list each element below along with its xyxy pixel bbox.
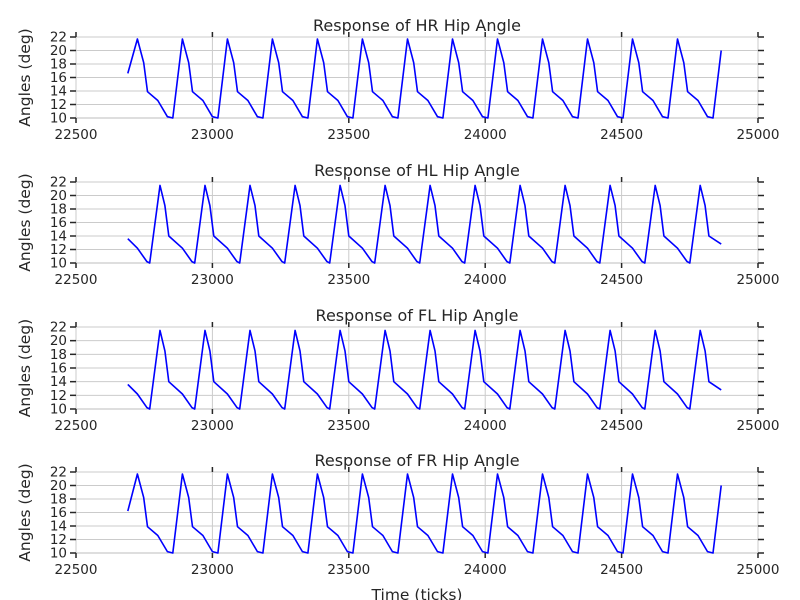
panel-2-ytick-label-0: 10 [50, 256, 67, 272]
panel-3-ytick-label-5: 20 [50, 333, 67, 349]
panel-1-xtick-label-3: 24000 [464, 127, 507, 143]
panel-4-ytick-label-2: 14 [50, 519, 67, 535]
panel-1-title: Response of HR Hip Angle [313, 16, 521, 35]
panel-1-ytick-label-0: 10 [50, 111, 67, 127]
panel-3-xtick-label-0: 22500 [55, 418, 98, 434]
panel-4-ytick-label-5: 20 [50, 478, 67, 494]
panel-1-ytick-label-5: 20 [50, 43, 67, 59]
panel-3-xtick-label-2: 23500 [327, 418, 370, 434]
panel-4-xlabel: Time (ticks) [371, 586, 463, 600]
panel-2-ytick-label-6: 22 [50, 175, 67, 191]
panel-3-ytick-label-1: 12 [50, 388, 67, 404]
panel-2-ytick-label-5: 20 [50, 188, 67, 204]
panel-2-title: Response of HL Hip Angle [314, 161, 520, 180]
panel-4-xtick-label-1: 23000 [191, 562, 234, 578]
panel-1-ytick-label-2: 14 [50, 84, 67, 100]
panel-3-ytick-label-4: 18 [50, 347, 67, 363]
panel-1-xtick-label-5: 25000 [737, 127, 780, 143]
panel-1-xtick-label-0: 22500 [55, 127, 98, 143]
panel-3-xtick-label-1: 23000 [191, 418, 234, 434]
panel-4-ytick-label-1: 12 [50, 532, 67, 548]
panel-4-series-line-0 [127, 473, 722, 554]
panel-4-xtick-label-5: 25000 [737, 562, 780, 578]
panel-4-title: Response of FR Hip Angle [314, 451, 519, 470]
panel-3-ytick-label-2: 14 [50, 374, 67, 390]
panel-3-series-line-0 [127, 329, 722, 410]
panel-3-ylabel: Angles (deg) [16, 319, 34, 417]
panel-2-ytick-label-3: 16 [50, 215, 67, 231]
panel-4-ylabel: Angles (deg) [16, 463, 34, 561]
panel-3-title: Response of FL Hip Angle [316, 306, 519, 325]
panel-1-ytick-label-3: 16 [50, 70, 67, 86]
panel-1-xtick-label-2: 23500 [327, 127, 370, 143]
panel-2-ytick-label-4: 18 [50, 202, 67, 218]
panel-2-xtick-label-0: 22500 [55, 272, 98, 288]
panel-4-ytick-label-3: 16 [50, 505, 67, 521]
panel-4-xtick-label-3: 24000 [464, 562, 507, 578]
panel-3-xtick-label-4: 24500 [600, 418, 643, 434]
panel-2-ytick-label-2: 14 [50, 229, 67, 245]
panel-1-ylabel: Angles (deg) [16, 28, 34, 126]
panel-4-ytick-label-6: 22 [50, 465, 67, 481]
panel-1-xtick-label-1: 23000 [191, 127, 234, 143]
panel-3-xtick-label-3: 24000 [464, 418, 507, 434]
panel-1-ytick-label-4: 18 [50, 57, 67, 73]
panel-2-ytick-label-1: 12 [50, 242, 67, 258]
panel-4-xtick-label-2: 23500 [327, 562, 370, 578]
panel-1-xtick-label-4: 24500 [600, 127, 643, 143]
panel-4-xtick-label-4: 24500 [600, 562, 643, 578]
panel-3-ytick-label-3: 16 [50, 361, 67, 377]
panel-3-ytick-label-6: 22 [50, 320, 67, 336]
panel-2-xtick-label-2: 23500 [327, 272, 370, 288]
panel-4-ytick-label-4: 18 [50, 492, 67, 508]
panel-2-series-line-0 [127, 184, 722, 264]
panel-1-ytick-label-6: 22 [50, 30, 67, 46]
panel-2-xtick-label-5: 25000 [737, 272, 780, 288]
panel-4-ytick-label-0: 10 [50, 546, 67, 562]
panel-2-ylabel: Angles (deg) [16, 173, 34, 271]
panel-4-xtick-label-0: 22500 [55, 562, 98, 578]
panel-2-xtick-label-4: 24500 [600, 272, 643, 288]
panel-1-ytick-label-1: 12 [50, 97, 67, 113]
panel-3-xtick-label-5: 25000 [737, 418, 780, 434]
panel-3-ytick-label-0: 10 [50, 402, 67, 418]
panel-1-series-line-0 [127, 38, 722, 119]
panel-2-xtick-label-3: 24000 [464, 272, 507, 288]
panel-2-xtick-label-1: 23000 [191, 272, 234, 288]
